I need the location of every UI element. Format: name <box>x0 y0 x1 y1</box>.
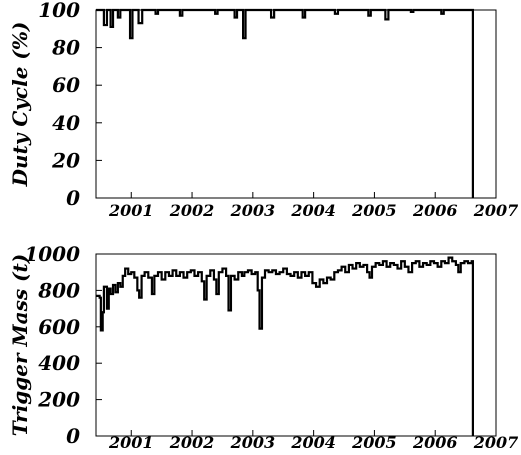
duty-cycle-y-tick-label: 60 <box>52 73 80 97</box>
trigger-mass-y-axis-title: Trigger Mass (t) <box>8 254 32 437</box>
duty-cycle-step-line <box>96 8 474 198</box>
trigger-mass-y-tick-label: 0 <box>66 424 80 448</box>
duty-cycle-y-tick-label: 80 <box>51 36 80 60</box>
trigger-mass-x-tick-label: 2002 <box>169 433 215 452</box>
duty-cycle-x-tick-label: 2005 <box>351 201 397 220</box>
trigger-mass-x-tick-label: 2007 <box>473 433 519 452</box>
duty-cycle-x-tick-label: 2007 <box>473 201 519 220</box>
trigger-mass-y-tick-label: 600 <box>38 315 80 339</box>
duty-cycle-x-tick-label: 2006 <box>412 201 458 220</box>
duty-cycle-x-tick-label: 2002 <box>169 201 215 220</box>
duty-cycle-y-tick-label: 100 <box>38 0 80 22</box>
trigger-mass-series <box>96 256 474 436</box>
duty-cycle-chart: Duty Cycle (%) 0 20 40 60 80 100 2001 2002 2003… <box>8 0 518 220</box>
duty-cycle-series <box>96 8 474 198</box>
trigger-mass-y-tick-label: 200 <box>37 388 80 412</box>
duty-cycle-x-tick-label: 2003 <box>230 201 276 220</box>
duty-cycle-y-axis-title: Duty Cycle (%) <box>8 22 32 188</box>
trigger-mass-x-tick-label: 2006 <box>412 433 458 452</box>
trigger-mass-x-tick-label: 2004 <box>290 433 336 452</box>
trigger-mass-y-tick-label: 400 <box>38 351 80 375</box>
duty-cycle-x-ticks: 2001 2002 2003 2004 2005 2006 2007 <box>108 192 518 220</box>
trigger-mass-x-tick-label: 2003 <box>230 433 276 452</box>
trigger-mass-y-tick-label: 800 <box>37 278 80 302</box>
duty-cycle-y-ticks: 0 20 40 60 80 100 <box>38 0 102 210</box>
duty-cycle-y-tick-label: 40 <box>52 111 80 135</box>
trigger-mass-y-ticks: 0 200 400 600 800 1000 <box>24 242 102 448</box>
trigger-mass-x-ticks: 2001 2002 2003 2004 2005 2006 2007 <box>108 430 518 452</box>
duty-cycle-x-tick-label: 2004 <box>290 201 336 220</box>
trigger-mass-y-tick-label: 1000 <box>24 242 80 266</box>
duty-cycle-x-tick-label: 2001 <box>108 201 154 220</box>
duty-cycle-y-tick-label: 0 <box>66 186 80 210</box>
trigger-mass-step-line <box>96 256 474 436</box>
trigger-mass-x-tick-label: 2005 <box>351 433 397 452</box>
trigger-mass-plot-frame <box>95 253 497 437</box>
duty-cycle-plot-frame <box>95 9 497 199</box>
trigger-mass-x-tick-label: 2001 <box>108 433 154 452</box>
duty-cycle-y-tick-label: 20 <box>51 148 80 172</box>
